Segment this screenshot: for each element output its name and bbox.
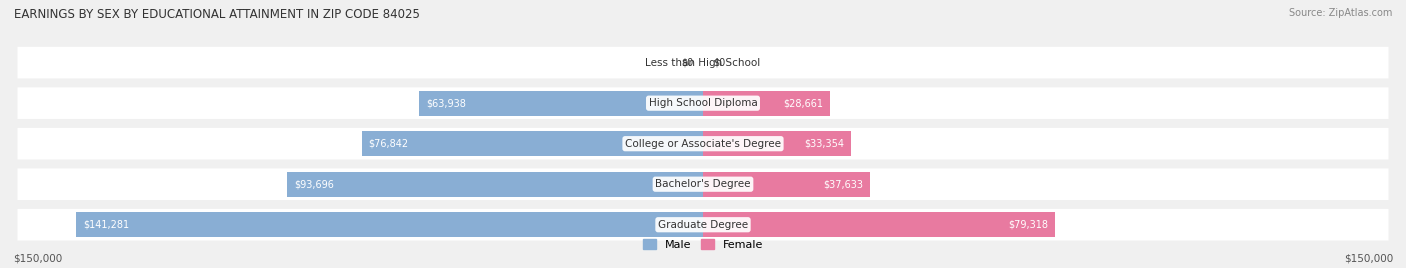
Text: $141,281: $141,281: [83, 220, 129, 230]
Text: Graduate Degree: Graduate Degree: [658, 220, 748, 230]
Bar: [419, 91, 703, 116]
Bar: [703, 131, 851, 156]
Bar: [703, 91, 830, 116]
Text: $33,354: $33,354: [804, 139, 845, 149]
Bar: [703, 172, 870, 197]
Text: $37,633: $37,633: [824, 179, 863, 189]
FancyBboxPatch shape: [17, 47, 1389, 79]
Text: $93,696: $93,696: [294, 179, 333, 189]
Text: $63,938: $63,938: [426, 98, 465, 108]
Text: Source: ZipAtlas.com: Source: ZipAtlas.com: [1288, 8, 1392, 18]
Text: Bachelor's Degree: Bachelor's Degree: [655, 179, 751, 189]
Text: $76,842: $76,842: [368, 139, 409, 149]
Bar: [363, 131, 703, 156]
Text: EARNINGS BY SEX BY EDUCATIONAL ATTAINMENT IN ZIP CODE 84025: EARNINGS BY SEX BY EDUCATIONAL ATTAINMEN…: [14, 8, 420, 21]
Bar: [76, 212, 703, 237]
FancyBboxPatch shape: [17, 168, 1389, 200]
Text: High School Diploma: High School Diploma: [648, 98, 758, 108]
Text: Less than High School: Less than High School: [645, 58, 761, 68]
FancyBboxPatch shape: [17, 87, 1389, 119]
FancyBboxPatch shape: [17, 209, 1389, 240]
Text: $28,661: $28,661: [783, 98, 824, 108]
Bar: [287, 172, 703, 197]
Text: $79,318: $79,318: [1008, 220, 1049, 230]
FancyBboxPatch shape: [17, 128, 1389, 159]
Bar: [703, 212, 1054, 237]
Text: $0: $0: [681, 58, 693, 68]
Text: College or Associate's Degree: College or Associate's Degree: [626, 139, 780, 149]
Text: $0: $0: [713, 58, 725, 68]
Legend: Male, Female: Male, Female: [643, 239, 763, 250]
